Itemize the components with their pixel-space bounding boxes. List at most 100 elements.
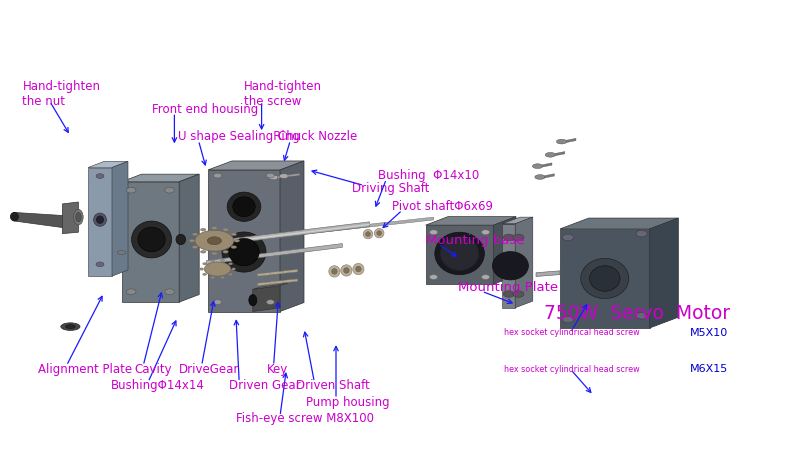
Text: Pump housing: Pump housing xyxy=(306,396,390,409)
Polygon shape xyxy=(545,174,554,178)
Circle shape xyxy=(482,230,490,235)
Polygon shape xyxy=(426,217,516,225)
Ellipse shape xyxy=(279,174,289,178)
Text: hex socket cylindrical head screw: hex socket cylindrical head screw xyxy=(504,364,640,374)
Polygon shape xyxy=(206,224,370,245)
Ellipse shape xyxy=(195,230,234,251)
Polygon shape xyxy=(560,218,678,229)
Polygon shape xyxy=(88,161,128,168)
Circle shape xyxy=(126,289,136,295)
Ellipse shape xyxy=(341,265,352,276)
Ellipse shape xyxy=(10,212,18,221)
Ellipse shape xyxy=(211,227,218,229)
Ellipse shape xyxy=(231,245,237,248)
Text: Bushing  Φ14x10: Bushing Φ14x10 xyxy=(378,169,479,182)
Polygon shape xyxy=(502,224,515,308)
Ellipse shape xyxy=(441,236,478,270)
Circle shape xyxy=(513,291,524,297)
Circle shape xyxy=(214,300,222,304)
Ellipse shape xyxy=(221,259,225,261)
Text: hex socket cylindrical head screw: hex socket cylindrical head screw xyxy=(504,328,640,337)
Circle shape xyxy=(96,262,104,267)
Ellipse shape xyxy=(192,233,198,236)
Ellipse shape xyxy=(76,212,82,222)
Ellipse shape xyxy=(374,228,384,238)
Polygon shape xyxy=(283,279,298,283)
Polygon shape xyxy=(206,244,342,264)
Ellipse shape xyxy=(202,273,206,276)
Circle shape xyxy=(165,187,174,193)
Circle shape xyxy=(503,234,514,241)
Ellipse shape xyxy=(207,237,222,244)
Ellipse shape xyxy=(233,197,255,217)
Ellipse shape xyxy=(192,245,198,248)
Ellipse shape xyxy=(545,152,555,157)
Ellipse shape xyxy=(331,269,338,274)
Ellipse shape xyxy=(117,251,126,254)
Text: Driving Shaft: Driving Shaft xyxy=(352,182,430,195)
Circle shape xyxy=(636,230,647,237)
Polygon shape xyxy=(502,217,533,224)
Ellipse shape xyxy=(61,323,80,330)
Text: M5X10: M5X10 xyxy=(690,328,728,338)
Text: Alignment Plate: Alignment Plate xyxy=(38,362,133,376)
Polygon shape xyxy=(515,217,533,308)
Polygon shape xyxy=(555,152,565,156)
Circle shape xyxy=(266,300,274,304)
Ellipse shape xyxy=(131,221,171,258)
Circle shape xyxy=(562,316,574,323)
Circle shape xyxy=(562,234,574,241)
Ellipse shape xyxy=(249,295,257,306)
Ellipse shape xyxy=(202,262,206,265)
Polygon shape xyxy=(122,182,179,302)
Ellipse shape xyxy=(97,216,104,223)
Ellipse shape xyxy=(229,273,233,276)
Circle shape xyxy=(430,275,438,279)
Polygon shape xyxy=(280,161,304,312)
Text: Key: Key xyxy=(267,362,289,376)
Ellipse shape xyxy=(211,252,218,255)
Circle shape xyxy=(430,230,438,235)
Circle shape xyxy=(96,174,104,178)
Polygon shape xyxy=(536,271,560,277)
Circle shape xyxy=(165,289,174,295)
Circle shape xyxy=(214,173,222,178)
Ellipse shape xyxy=(66,325,75,329)
Ellipse shape xyxy=(227,192,261,221)
Ellipse shape xyxy=(366,232,370,236)
Ellipse shape xyxy=(493,252,529,280)
Polygon shape xyxy=(253,286,280,312)
Ellipse shape xyxy=(534,175,546,179)
Ellipse shape xyxy=(234,239,240,242)
Ellipse shape xyxy=(356,266,362,272)
Text: Mounting base: Mounting base xyxy=(426,234,525,247)
Polygon shape xyxy=(650,218,678,328)
Polygon shape xyxy=(542,163,552,167)
Ellipse shape xyxy=(222,250,229,253)
Ellipse shape xyxy=(205,262,231,276)
Ellipse shape xyxy=(229,238,259,266)
Text: DriveGear: DriveGear xyxy=(179,362,239,376)
Ellipse shape xyxy=(200,228,206,231)
Text: Driven Gear: Driven Gear xyxy=(229,379,301,392)
Polygon shape xyxy=(122,174,199,182)
Ellipse shape xyxy=(232,268,236,270)
Ellipse shape xyxy=(435,232,485,275)
Ellipse shape xyxy=(222,232,266,272)
Ellipse shape xyxy=(94,213,106,226)
Polygon shape xyxy=(566,138,576,143)
Text: BushingΦ14x14: BushingΦ14x14 xyxy=(110,379,204,392)
Ellipse shape xyxy=(533,164,543,169)
Polygon shape xyxy=(270,271,285,275)
Ellipse shape xyxy=(138,227,165,252)
Text: M6X15: M6X15 xyxy=(690,364,728,374)
Text: 750W  Servo  Motor: 750W Servo Motor xyxy=(544,304,730,323)
Ellipse shape xyxy=(363,229,373,239)
Circle shape xyxy=(503,291,514,297)
Ellipse shape xyxy=(176,234,186,244)
Ellipse shape xyxy=(74,210,83,225)
Text: U shape SealingRing: U shape SealingRing xyxy=(178,130,299,143)
Ellipse shape xyxy=(377,231,382,236)
Ellipse shape xyxy=(200,250,206,253)
Circle shape xyxy=(266,173,274,178)
